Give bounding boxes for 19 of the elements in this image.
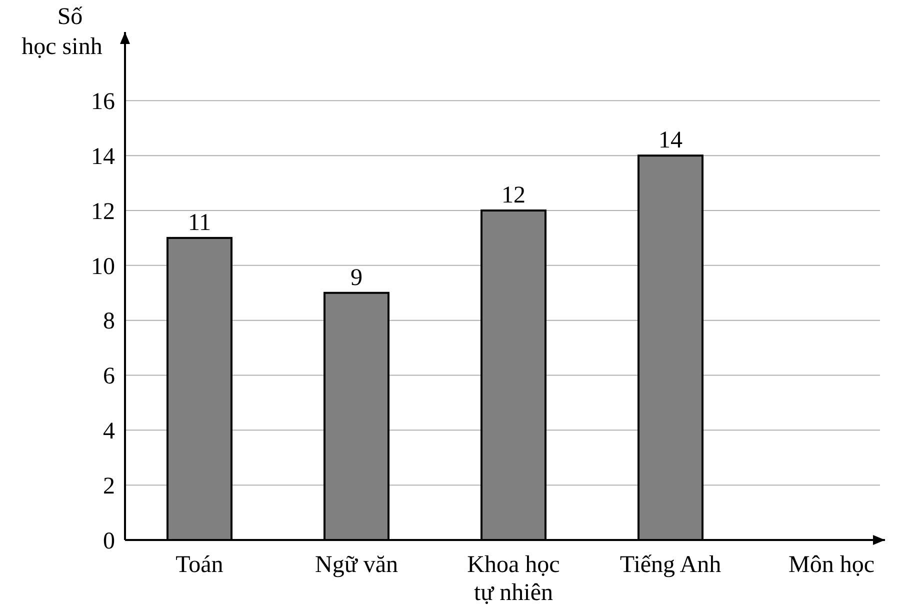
- y-axis-title: Số học sinh: [22, 4, 102, 60]
- x-tick-label: Ngữ văn: [315, 552, 398, 578]
- y-tick-label: 0: [103, 528, 115, 554]
- y-tick-label: 6: [103, 364, 115, 390]
- x-tick-label: Khoa học tự nhiên: [467, 552, 560, 606]
- y-tick-label: 16: [91, 89, 115, 116]
- x-tick-label: Toán: [176, 552, 224, 578]
- data-label: 11: [188, 210, 212, 236]
- y-tick-label: 8: [103, 308, 115, 335]
- data-label: 14: [658, 128, 682, 154]
- y-tick-label: 14: [91, 144, 115, 170]
- data-label: 9: [350, 264, 362, 291]
- y-tick-label: 4: [103, 418, 115, 445]
- y-tick-label: 10: [91, 254, 115, 280]
- data-label: 12: [502, 182, 526, 208]
- x-axis-title: Môn học: [788, 552, 874, 578]
- y-tick-label: 12: [91, 198, 115, 225]
- y-tick-label: 2: [103, 473, 115, 500]
- x-tick-label: Tiếng Anh: [620, 552, 722, 578]
